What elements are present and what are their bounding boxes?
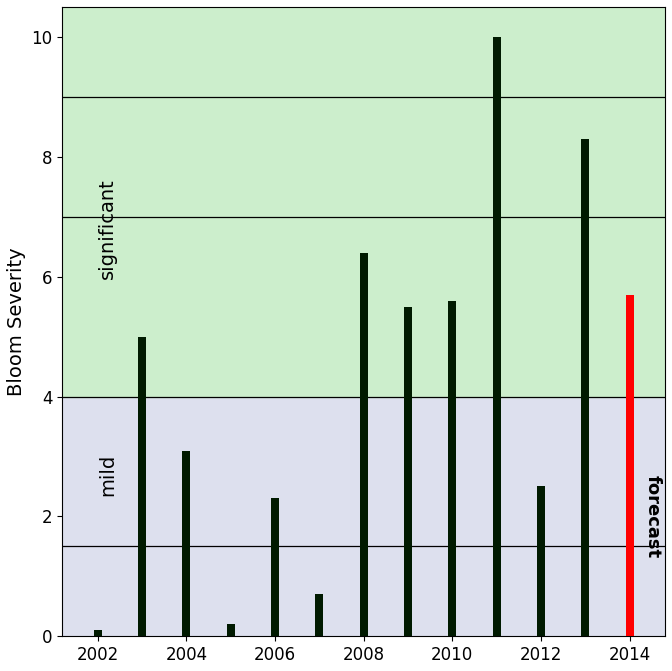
Bar — [581, 139, 589, 636]
Bar — [448, 301, 456, 636]
Bar — [404, 307, 412, 636]
Bar — [626, 295, 634, 636]
Bar — [537, 486, 545, 636]
Y-axis label: Bloom Severity: Bloom Severity — [7, 248, 26, 396]
Bar — [182, 450, 190, 636]
Bar — [315, 595, 323, 636]
Bar — [360, 253, 368, 636]
Text: forecast: forecast — [644, 475, 662, 558]
Text: significant: significant — [98, 178, 117, 279]
Bar — [138, 337, 146, 636]
Bar — [62, 397, 665, 636]
Bar — [94, 630, 101, 636]
Bar — [493, 37, 501, 636]
Text: mild: mild — [98, 454, 117, 496]
Bar — [226, 624, 235, 636]
Bar — [271, 499, 279, 636]
Bar — [62, 7, 665, 397]
